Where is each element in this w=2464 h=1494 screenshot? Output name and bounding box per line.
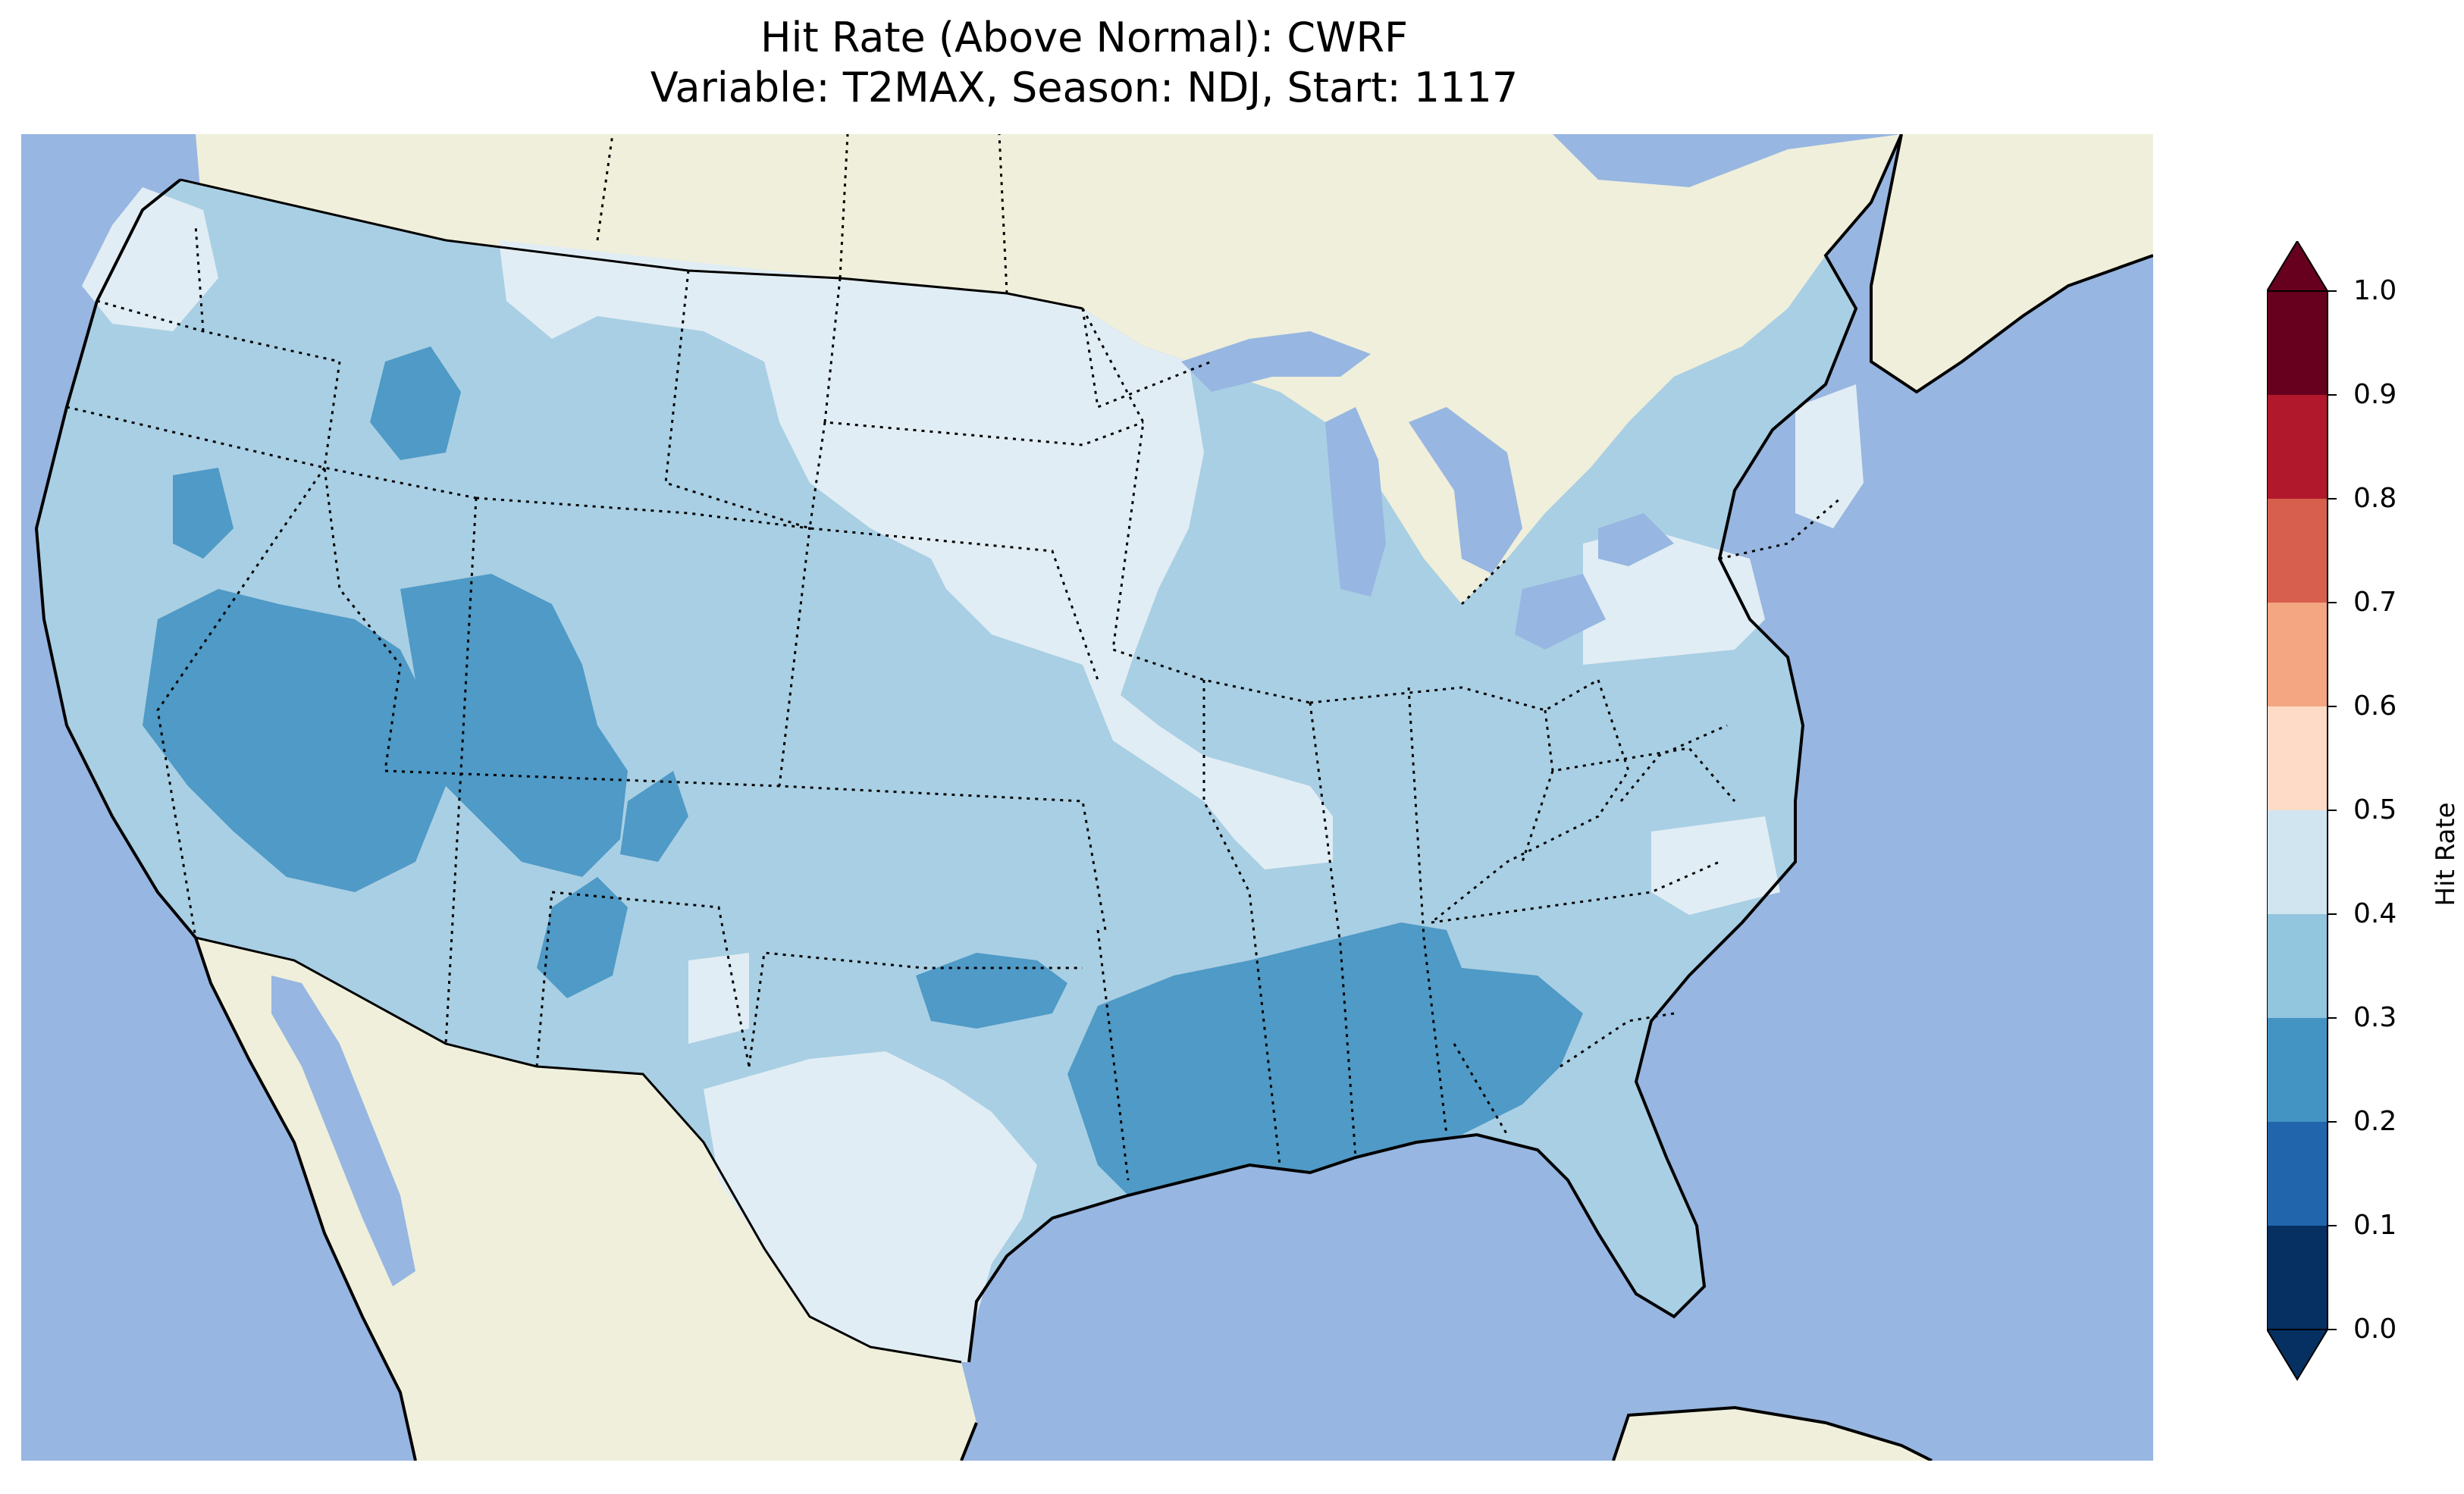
colorbar-bin <box>2267 914 2328 1018</box>
colorbar-bin <box>2267 706 2328 810</box>
colorbar-tick-label: 0.5 <box>2353 794 2397 825</box>
colorbar-bin <box>2267 1018 2328 1122</box>
colorbar-bin <box>2267 499 2328 603</box>
colorbar-bin <box>2267 395 2328 499</box>
colorbar-tick-label: 0.1 <box>2353 1210 2397 1241</box>
country-borders <box>180 178 1083 1364</box>
colorbar-bin <box>2267 1122 2328 1226</box>
colorbar-tick-label: 0.7 <box>2353 587 2397 618</box>
maritimes-land <box>1871 134 2153 392</box>
colorbar-tick-label: 0.2 <box>2353 1106 2397 1137</box>
colorbar-tick-label: 0.3 <box>2353 1002 2397 1033</box>
colorbar-tick-label: 0.0 <box>2353 1314 2397 1345</box>
colorbar-bin <box>2267 810 2328 914</box>
gulf-of-california <box>271 976 415 1286</box>
cuba-land <box>1613 1408 1932 1461</box>
colorbar-tick-label: 1.0 <box>2353 275 2397 306</box>
great-lakes <box>1181 331 1674 650</box>
hitrate-0.2-0.3-regions <box>143 346 1583 1195</box>
colorbar-over-extension <box>2267 241 2329 292</box>
colorbar-under-extension <box>2267 1329 2329 1381</box>
colorbar-bins <box>2267 291 2328 1330</box>
colorbar <box>2267 241 2337 1381</box>
map-panel <box>21 134 2153 1461</box>
colorbar-bin <box>2267 603 2328 706</box>
colorbar-tick-label: 0.6 <box>2353 691 2397 722</box>
colorbar-tick-label: 0.8 <box>2353 483 2397 514</box>
colorbar-bin <box>2267 291 2328 395</box>
state-borders <box>66 134 1842 1181</box>
coastlines <box>34 134 2153 1461</box>
map-title: Hit Rate (Above Normal): CWRF <box>760 14 1409 61</box>
colorbar-label: Hit Rate <box>2431 802 2461 907</box>
colorbar-tick-label: 0.9 <box>2353 379 2397 410</box>
colorbar-bin <box>2267 1226 2328 1330</box>
mexico-land <box>196 938 977 1461</box>
map-subtitle: Variable: T2MAX, Season: NDJ, Start: 111… <box>650 64 1519 111</box>
colorbar-tick-label: 0.4 <box>2353 898 2397 929</box>
